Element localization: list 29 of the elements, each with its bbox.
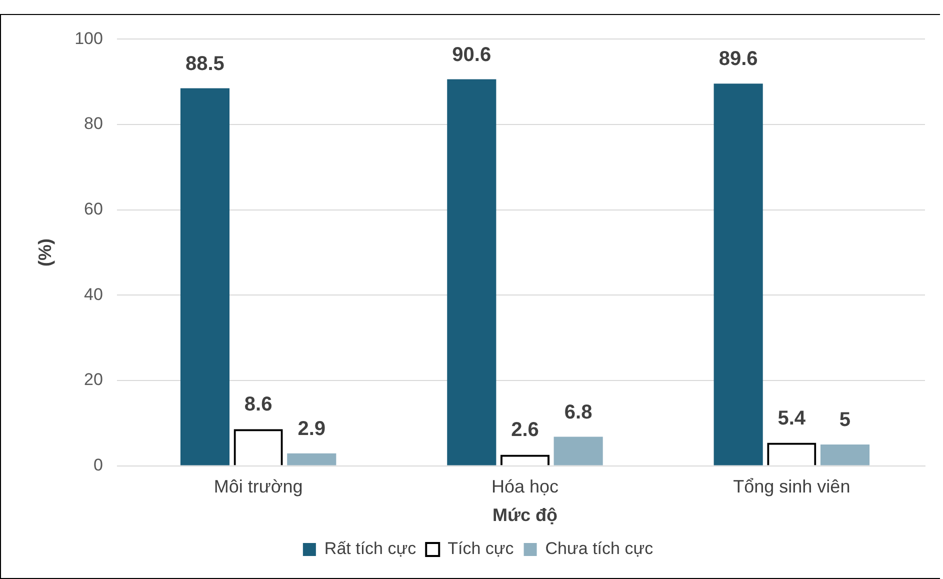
data-label: 5 (839, 408, 851, 431)
data-label: 89.6 (718, 48, 758, 70)
data-label: 6.8 (564, 401, 592, 424)
x-tick-label: Hóa học (491, 476, 559, 497)
y-tick-label: 40 (84, 284, 103, 304)
x-tick-label: Môi trường (214, 476, 303, 497)
y-tick-label: 100 (74, 28, 103, 48)
y-axis-title: (%) (34, 238, 55, 266)
data-label: 2.6 (511, 419, 539, 442)
legend-label: Chưa tích cực (545, 539, 654, 558)
data-label: 5.4 (778, 407, 806, 430)
bar (447, 79, 496, 466)
x-axis-title: Mức độ (492, 505, 558, 526)
y-tick-label: 0 (93, 455, 103, 474)
bar (554, 436, 603, 466)
data-label: 90.6 (452, 44, 492, 66)
bar (714, 84, 763, 466)
bar (287, 453, 336, 466)
legend-label: Tích cực (448, 539, 514, 558)
data-label: 2.9 (298, 418, 326, 440)
data-label: 8.6 (244, 394, 272, 416)
y-tick-label: 20 (84, 370, 103, 390)
y-tick-label: 60 (84, 200, 103, 219)
y-tick-label: 80 (84, 114, 103, 134)
bar (180, 88, 230, 466)
x-tick-label: Tổng sinh viên (733, 476, 850, 497)
bar (820, 444, 870, 466)
data-label: 88.5 (186, 52, 224, 75)
legend-label: Rất tích cực (324, 539, 417, 558)
